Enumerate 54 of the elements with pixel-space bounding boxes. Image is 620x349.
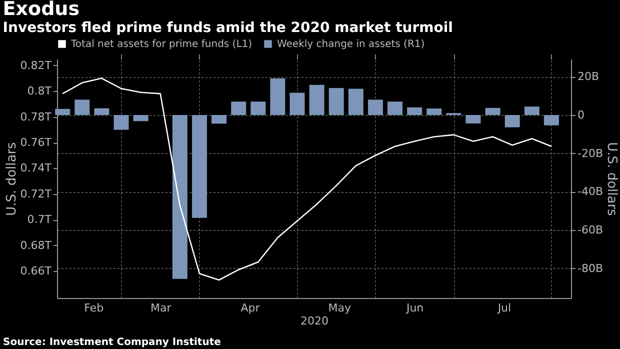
bar bbox=[485, 108, 500, 116]
chart-title: Exodus bbox=[2, 0, 80, 20]
legend-label: Total net assets for prime funds (L1) bbox=[70, 39, 252, 50]
y2-tick-label: -60B bbox=[578, 224, 604, 237]
y-tick-label: 0.7T bbox=[27, 213, 52, 226]
y2-tick-label: -20B bbox=[578, 146, 604, 160]
y-tick-label: 0.72T bbox=[20, 187, 52, 200]
y2-tick-label: 0 bbox=[578, 108, 584, 122]
bar bbox=[231, 102, 246, 116]
bar bbox=[250, 102, 266, 116]
source-note: Source: Investment Company Institute bbox=[3, 337, 221, 348]
y-tick-label: 0.68T bbox=[20, 238, 52, 252]
y-axis-title: U.S. dollars bbox=[4, 142, 20, 216]
y2-tick-label: -40B bbox=[578, 185, 604, 198]
bar bbox=[74, 100, 90, 116]
y-tick-label: 0.76T bbox=[20, 136, 52, 150]
bar bbox=[328, 88, 344, 116]
bar bbox=[407, 107, 422, 116]
bar bbox=[290, 92, 305, 116]
bar bbox=[309, 84, 324, 116]
bar bbox=[524, 106, 540, 116]
bar bbox=[426, 108, 442, 116]
bar bbox=[544, 115, 559, 126]
bar bbox=[504, 115, 520, 128]
y2-axis-title: U.S. dollars bbox=[604, 142, 620, 216]
x-axis-title: 2020 bbox=[300, 314, 328, 328]
bar bbox=[270, 78, 286, 116]
y-tick-label: 0.82T bbox=[20, 58, 52, 72]
bar bbox=[466, 115, 481, 124]
y2-tick-label: 20B bbox=[578, 70, 600, 84]
bar bbox=[94, 108, 110, 116]
bar bbox=[348, 88, 364, 116]
bar bbox=[368, 100, 383, 116]
y-tick-label: 0.66T bbox=[20, 264, 52, 278]
x-tick-label: Apr bbox=[240, 302, 260, 314]
x-tick-label: Jul bbox=[496, 302, 512, 314]
bar bbox=[192, 115, 207, 218]
x-tick-label: May bbox=[328, 302, 352, 314]
bar bbox=[212, 115, 227, 124]
y-tick-label: 0.74T bbox=[20, 162, 52, 175]
y-tick-label: 0.8T bbox=[27, 84, 52, 98]
bar bbox=[388, 102, 403, 116]
chart-subtitle: Investors fled prime funds amid the 2020 market turmoil bbox=[2, 20, 453, 36]
line-series bbox=[62, 78, 552, 281]
bar bbox=[133, 115, 148, 122]
bar bbox=[114, 115, 129, 130]
x-tick-label: Feb bbox=[84, 302, 104, 314]
y2-tick-label: -80B bbox=[578, 262, 604, 275]
bar bbox=[172, 115, 188, 279]
y-tick-label: 0.78T bbox=[20, 110, 52, 124]
bar bbox=[55, 108, 70, 116]
x-tick-label: Jun bbox=[405, 302, 424, 314]
legend-label: Weekly change in assets (R1) bbox=[277, 39, 425, 50]
x-tick-label: Mar bbox=[150, 302, 172, 314]
